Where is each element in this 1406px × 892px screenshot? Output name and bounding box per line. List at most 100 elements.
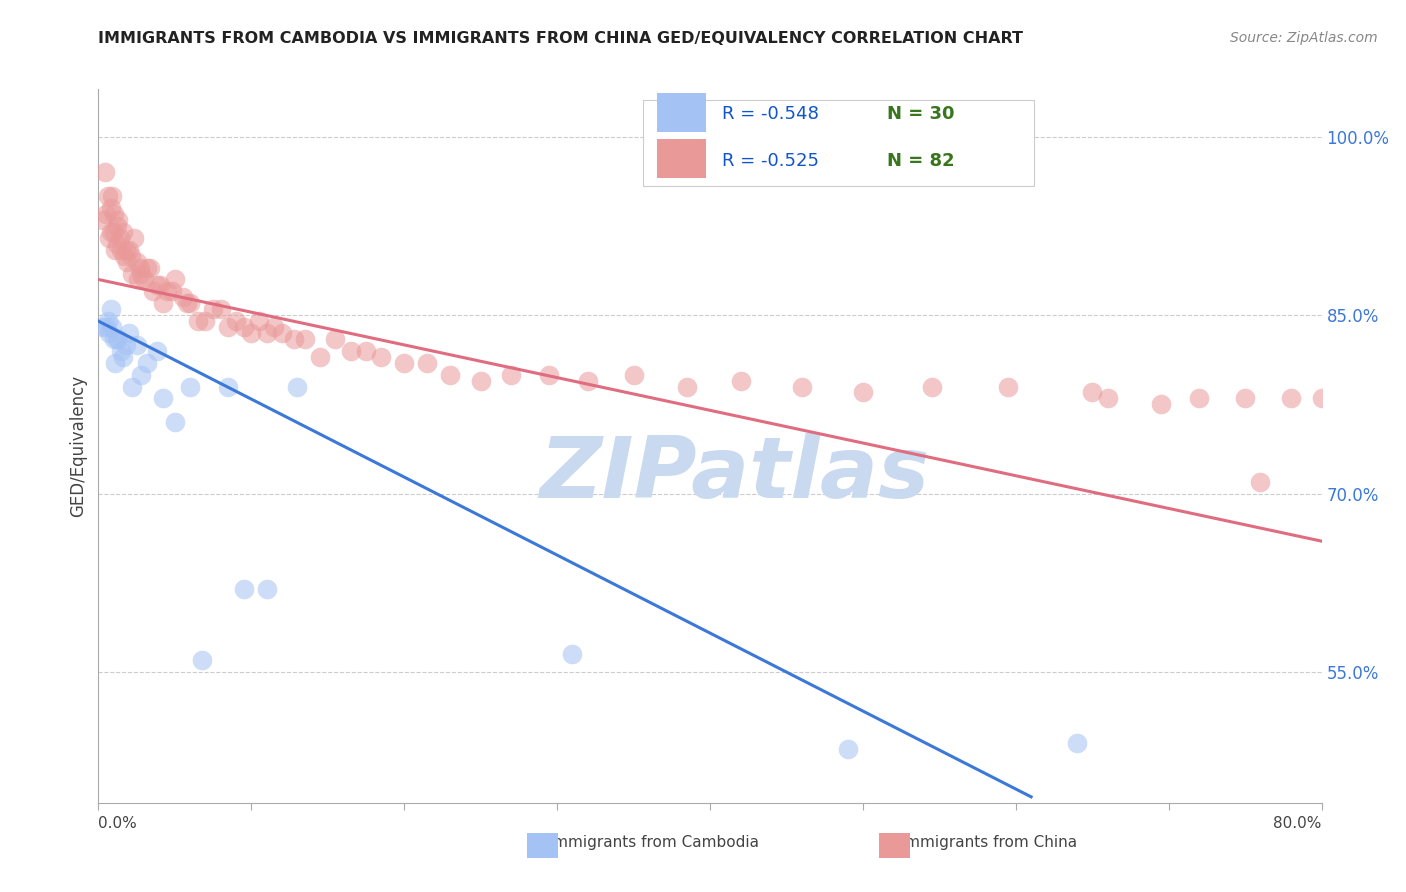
- Point: [134, 272, 156, 286]
- Point: [1188, 392, 1211, 406]
- Point: [187, 314, 209, 328]
- Point: [91, 213, 114, 227]
- Point: [139, 260, 162, 275]
- Point: [1234, 392, 1257, 406]
- Point: [101, 320, 124, 334]
- Point: [103, 225, 125, 239]
- Point: [538, 368, 561, 382]
- Point: [120, 249, 142, 263]
- Point: [1249, 475, 1271, 489]
- Point: [294, 332, 316, 346]
- Point: [104, 356, 127, 370]
- Point: [997, 379, 1019, 393]
- Point: [98, 231, 121, 245]
- Point: [501, 368, 523, 382]
- Point: [416, 356, 439, 370]
- Point: [676, 379, 699, 393]
- Text: R = -0.525: R = -0.525: [723, 152, 820, 169]
- Point: [232, 320, 254, 334]
- Point: [93, 165, 115, 179]
- Point: [128, 260, 150, 275]
- Point: [179, 379, 201, 393]
- Point: [152, 296, 174, 310]
- Y-axis label: GED/Equivalency: GED/Equivalency: [69, 375, 87, 517]
- Point: [97, 189, 120, 203]
- Point: [152, 392, 174, 406]
- Point: [145, 343, 167, 358]
- Point: [107, 213, 129, 227]
- Point: [121, 379, 143, 393]
- Point: [129, 368, 152, 382]
- Point: [730, 374, 752, 388]
- Point: [921, 379, 943, 393]
- Bar: [658, 93, 706, 132]
- Point: [111, 225, 134, 239]
- Bar: [658, 139, 706, 178]
- Text: IMMIGRANTS FROM CAMBODIA VS IMMIGRANTS FROM CHINA GED/EQUIVALENCY CORRELATION CH: IMMIGRANTS FROM CAMBODIA VS IMMIGRANTS F…: [98, 31, 1024, 46]
- Text: Immigrants from Cambodia: Immigrants from Cambodia: [534, 836, 759, 850]
- Point: [1081, 385, 1104, 400]
- Point: [97, 314, 120, 328]
- Point: [1097, 392, 1119, 406]
- Point: [309, 350, 332, 364]
- Point: [101, 189, 124, 203]
- Point: [339, 343, 361, 358]
- Point: [561, 647, 583, 661]
- Point: [163, 415, 186, 429]
- Point: [240, 326, 263, 340]
- Point: [225, 314, 247, 328]
- Text: R = -0.548: R = -0.548: [723, 105, 820, 123]
- Point: [142, 285, 165, 299]
- Point: [217, 379, 239, 393]
- Point: [112, 249, 135, 263]
- Point: [1150, 397, 1173, 411]
- Point: [108, 231, 131, 245]
- Point: [325, 332, 347, 346]
- Text: N = 82: N = 82: [887, 152, 955, 169]
- Point: [100, 302, 122, 317]
- Point: [209, 302, 232, 317]
- Point: [837, 742, 859, 756]
- Point: [136, 260, 159, 275]
- Point: [105, 332, 128, 346]
- Point: [156, 285, 179, 299]
- Point: [439, 368, 461, 382]
- Point: [470, 374, 492, 388]
- Point: [623, 368, 645, 382]
- Point: [852, 385, 875, 400]
- Point: [149, 278, 172, 293]
- Point: [111, 350, 134, 364]
- Point: [107, 332, 129, 346]
- FancyBboxPatch shape: [643, 100, 1035, 186]
- Point: [247, 314, 270, 328]
- Point: [91, 320, 114, 334]
- Point: [115, 338, 138, 352]
- Point: [179, 296, 201, 310]
- Point: [100, 225, 122, 239]
- Point: [118, 243, 141, 257]
- Point: [136, 356, 159, 370]
- Point: [160, 285, 183, 299]
- Point: [283, 332, 305, 346]
- Point: [125, 338, 148, 352]
- Point: [194, 314, 217, 328]
- Text: N = 30: N = 30: [887, 105, 955, 123]
- Point: [232, 582, 254, 596]
- Point: [270, 326, 292, 340]
- Point: [163, 272, 186, 286]
- Text: Source: ZipAtlas.com: Source: ZipAtlas.com: [1230, 31, 1378, 45]
- Point: [110, 243, 132, 257]
- Point: [1279, 392, 1302, 406]
- Point: [98, 326, 121, 340]
- Point: [110, 343, 132, 358]
- Point: [354, 343, 377, 358]
- Point: [105, 236, 128, 251]
- Point: [263, 320, 285, 334]
- Point: [100, 201, 122, 215]
- Point: [129, 267, 152, 281]
- Point: [103, 207, 125, 221]
- Text: 0.0%: 0.0%: [98, 816, 138, 831]
- Point: [191, 653, 214, 667]
- Point: [103, 332, 125, 346]
- Point: [104, 243, 127, 257]
